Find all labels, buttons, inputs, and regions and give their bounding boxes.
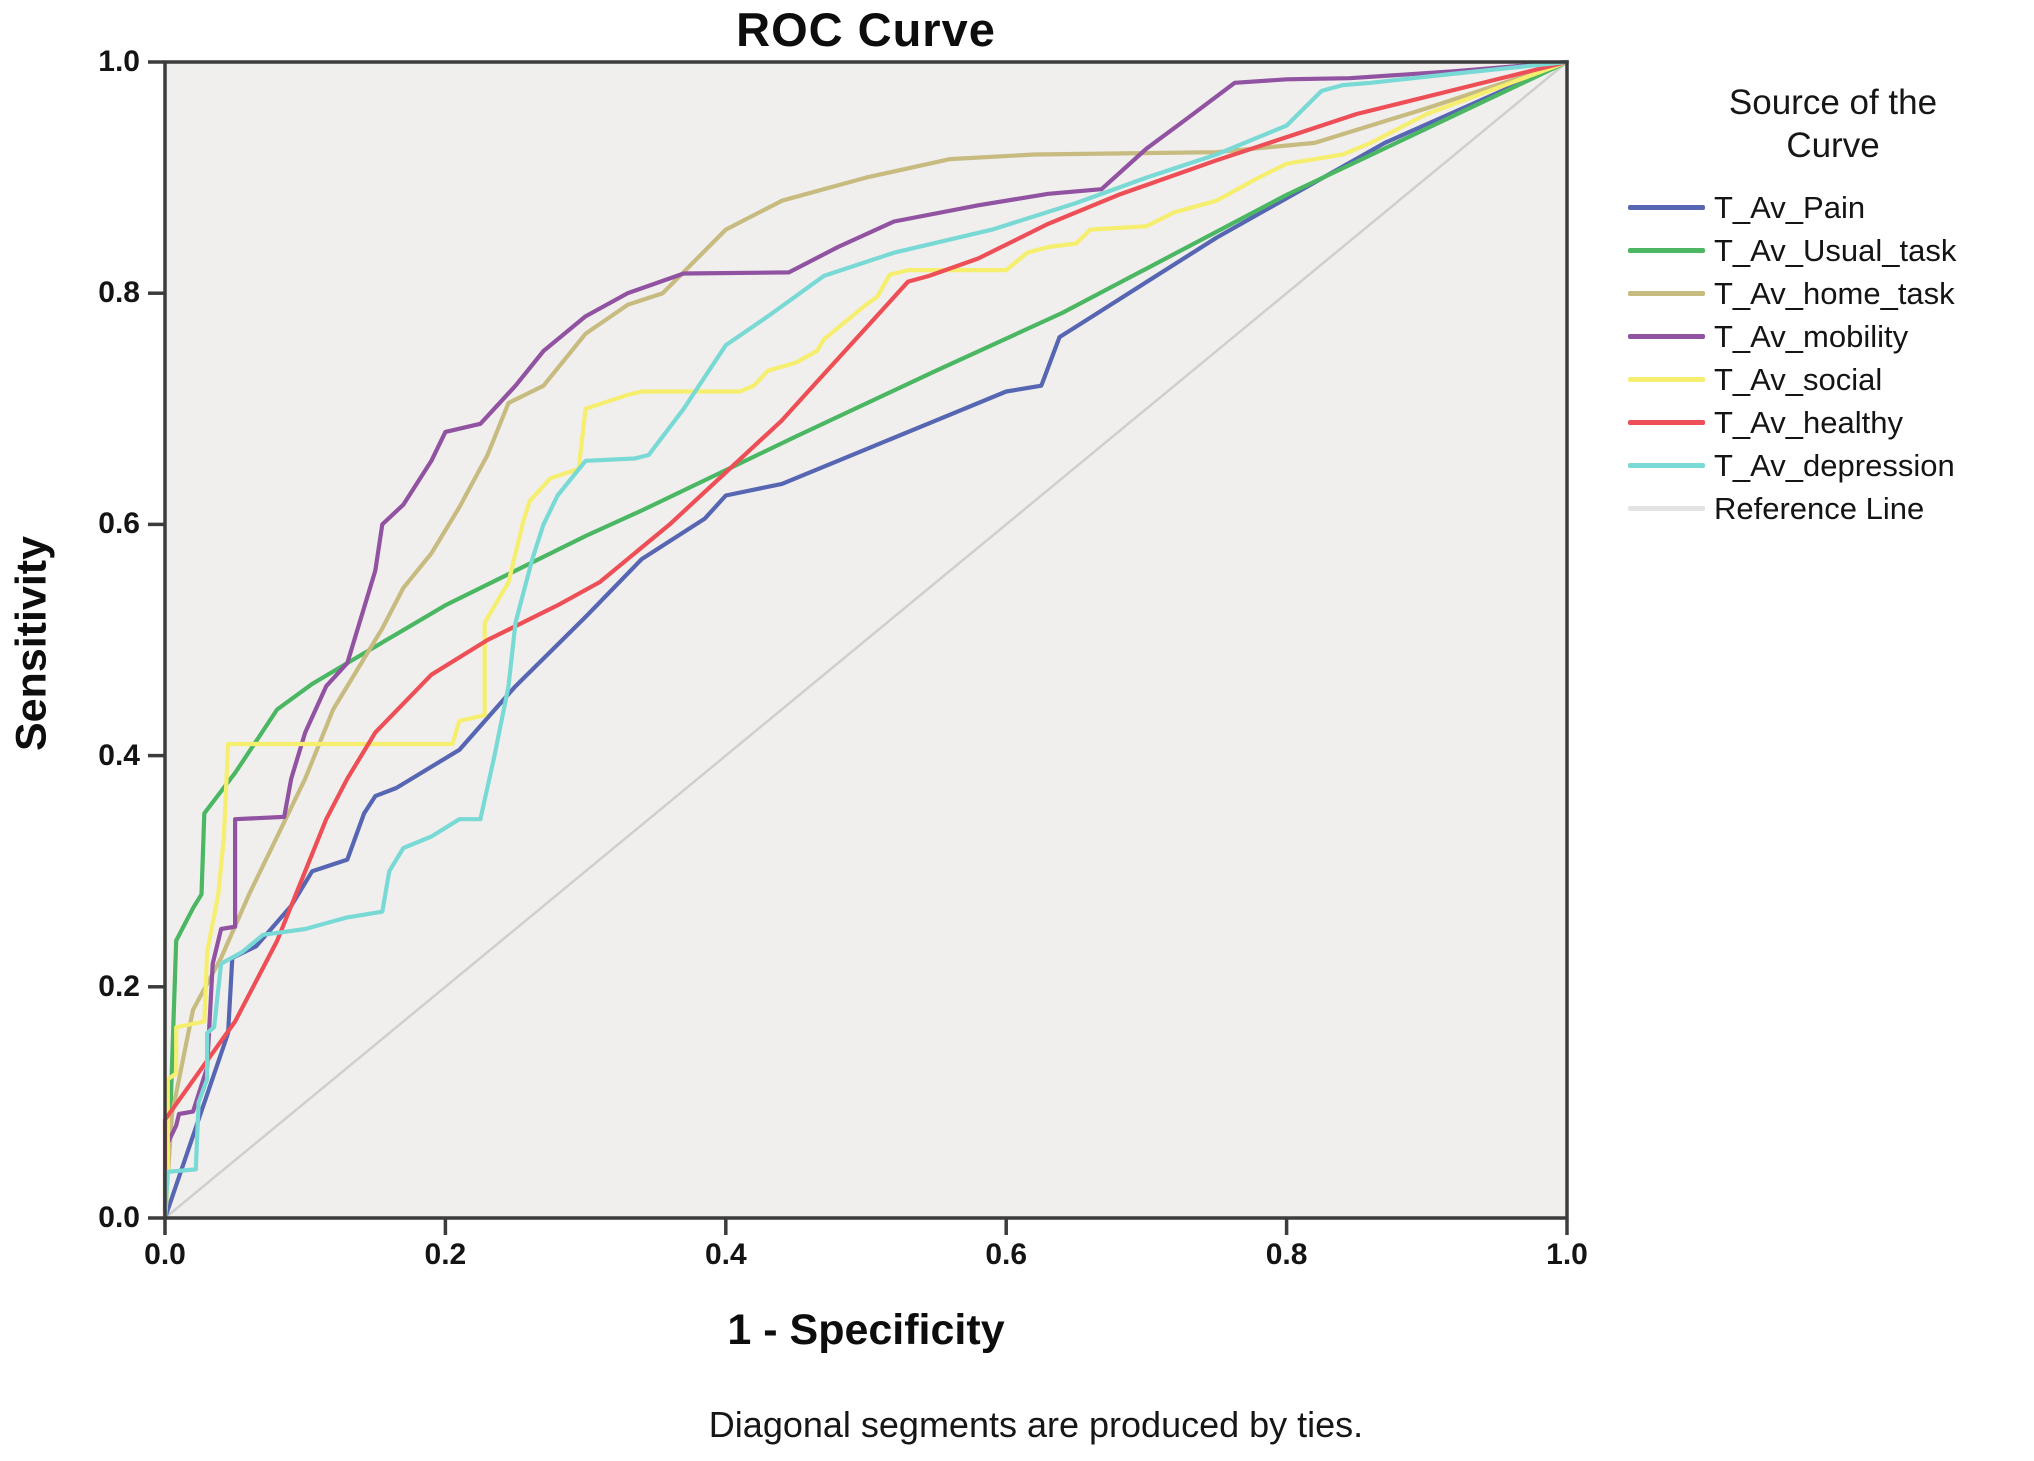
y-tick-label: 0.0: [98, 1201, 140, 1234]
legend-item-label: T_Av_home_task: [1714, 275, 1955, 311]
curve-T_Av_social: [162, 59, 1570, 1221]
x-tick-label: 0.6: [985, 1238, 1028, 1271]
plot-frame: [163, 60, 1569, 1220]
legend-item-T_Av_home_task: T_Av_home_task: [1628, 272, 2034, 315]
y-tick-label: 0.4: [98, 738, 140, 772]
legend-swatch-icon: [1628, 420, 1705, 425]
legend-item-label: T_Av_Usual_task: [1714, 232, 1957, 268]
legend-item-label: T_Av_depression: [1714, 447, 1955, 483]
curve-Reference_Line: [163, 60, 1569, 1220]
x-tick-label: 0.4: [704, 1238, 747, 1271]
legend-item-T_Av_depression: T_Av_depression: [1628, 444, 2034, 487]
legend: T_Av_Pain T_Av_Usual_task T_Av_home_task T_…: [1628, 186, 2034, 530]
legend-swatch-icon: [1628, 291, 1705, 296]
x-tick-label: 0.2: [424, 1238, 467, 1271]
y-tick-label: 0.2: [98, 969, 140, 1003]
y-tick-label: 0.8: [98, 276, 140, 310]
chart-title: ROC Curve: [736, 3, 996, 56]
curve-T_Av_healthy: [162, 59, 1570, 1221]
chart-caption: Diagonal segments are produced by ties.: [708, 1404, 1364, 1445]
legend-item-T_Av_mobility: T_Av_mobility: [1628, 315, 2034, 358]
legend-item-label: T_Av_Pain: [1714, 189, 1866, 225]
legend-swatch-icon: [1628, 463, 1705, 468]
legend-item-T_Av_social: T_Av_social: [1628, 358, 2034, 401]
legend-swatch-icon: [1628, 377, 1705, 382]
legend-item-Reference_Line: Reference Line: [1628, 487, 2034, 530]
y-tick-label: 1.0: [98, 45, 140, 78]
legend-item-label: Reference Line: [1714, 490, 1925, 526]
legend-item-label: T_Av_mobility: [1714, 318, 1909, 354]
legend-title: Source of the Curve: [1728, 83, 1938, 165]
curve-T_Av_home_task: [162, 59, 1570, 1221]
curve-T_Av_Usual_task: [162, 59, 1570, 1221]
legend-item-label: T_Av_social: [1714, 361, 1883, 397]
legend-swatch-icon: [1628, 334, 1705, 339]
y-tick-label: 0.6: [98, 507, 140, 541]
legend-item-label: T_Av_healthy: [1714, 404, 1903, 440]
legend-item-T_Av_Usual_task: T_Av_Usual_task: [1628, 229, 2034, 272]
legend-swatch-icon: [1628, 248, 1705, 253]
x-tick-label: 1.0: [1546, 1238, 1588, 1271]
legend-swatch-icon: [1628, 205, 1705, 210]
x-tick-label: 0.8: [1265, 1238, 1308, 1271]
curve-T_Av_mobility: [162, 59, 1570, 1221]
legend-item-T_Av_Pain: T_Av_Pain: [1628, 186, 2034, 229]
curve-T_Av_depression: [162, 59, 1570, 1221]
x-tick-label: 0.0: [144, 1238, 186, 1271]
legend-swatch-icon: [1628, 506, 1705, 511]
legend-item-T_Av_healthy: T_Av_healthy: [1628, 401, 2034, 444]
y-axis-label: Sensitivity: [7, 535, 56, 752]
x-axis-label: 1 - Specificity: [727, 1306, 1005, 1354]
